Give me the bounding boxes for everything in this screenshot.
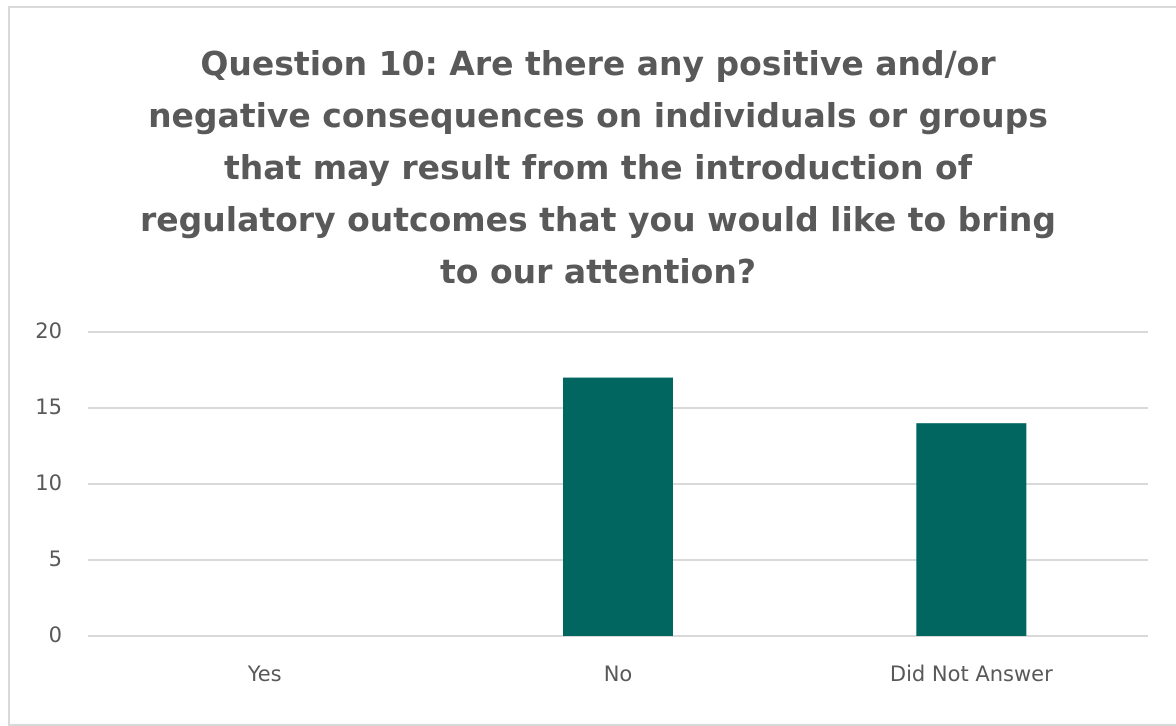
x-tick-label: Yes <box>247 662 282 686</box>
bar <box>563 377 673 636</box>
chart: 0 5 10 15 20 Yes No Did Not Answer <box>35 319 1148 686</box>
y-tick-label: 5 <box>49 547 62 571</box>
y-tick-label: 15 <box>35 395 62 419</box>
y-tick-label: 20 <box>35 319 62 343</box>
bar <box>916 423 1027 636</box>
y-tick-label: 0 <box>49 623 62 647</box>
page: Question 10: Are there any positive and/… <box>8 6 1176 726</box>
x-tick-label: Did Not Answer <box>890 662 1053 686</box>
y-tick-label: 10 <box>35 471 62 495</box>
chart-title: Question 10: Are there any positive and/… <box>140 44 1056 291</box>
x-tick-label: No <box>604 662 633 686</box>
